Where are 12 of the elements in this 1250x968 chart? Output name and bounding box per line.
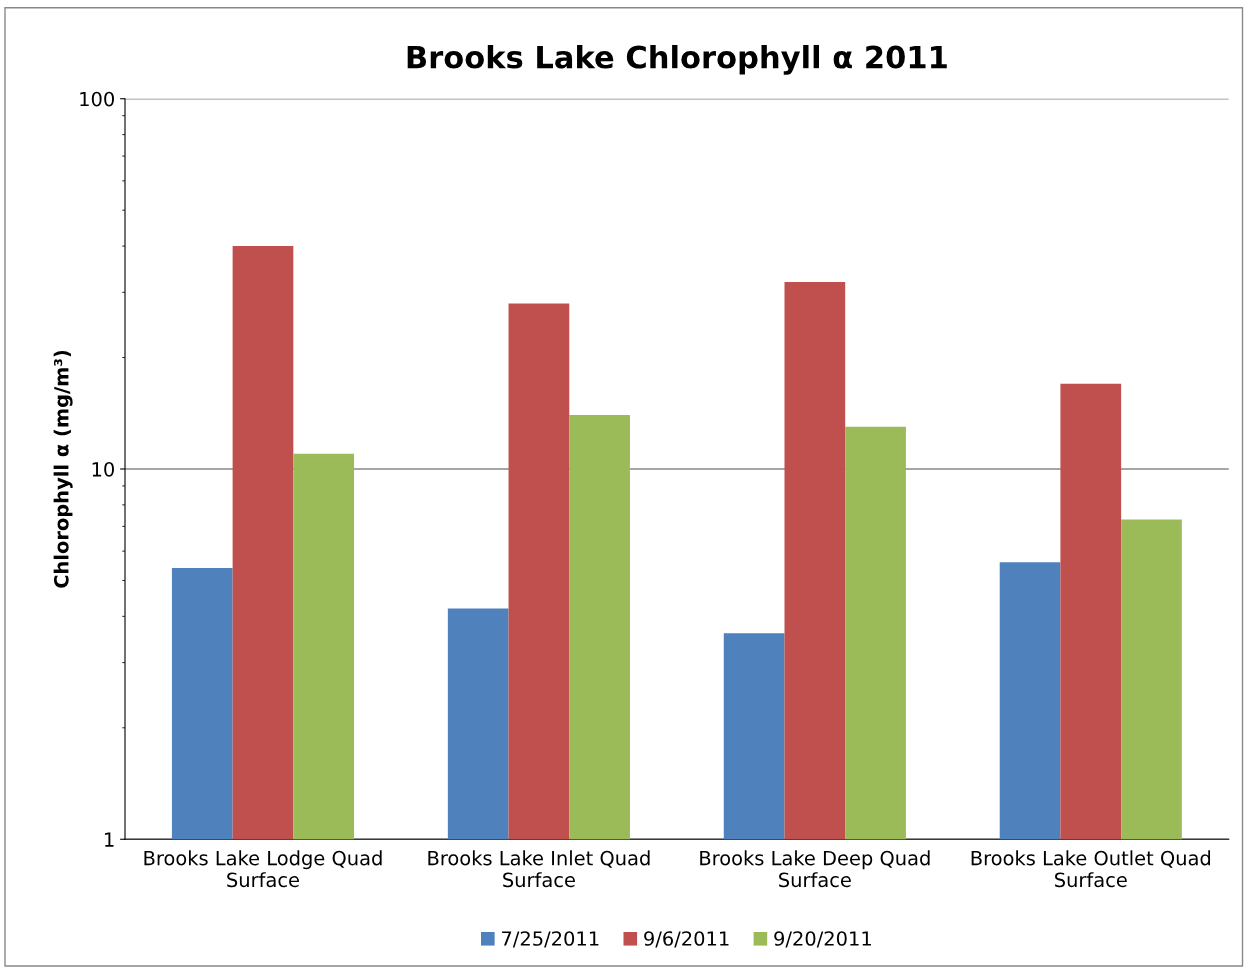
x-tick-label: Brooks Lake Lodge Quad Surface [144,850,382,888]
y-tick-label: 10 [92,461,114,477]
x-tick-label: Brooks Lake Outlet Quad Surface [971,850,1211,888]
x-tick-label: Brooks Lake Deep Quad Surface [700,850,930,888]
y-axis-title: Chlorophyll α (mg/m³) [53,350,73,588]
y-tick-label: 1 [105,832,114,847]
chart-title: Brooks Lake Chlorophyll α 2011 [407,44,947,75]
x-tick-label: Brooks Lake Inlet Quad Surface [428,850,650,888]
legend-label: 7/25/2011 [502,931,599,948]
y-tick-label: 100 [80,91,114,107]
legend-label: 9/6/2011 [644,931,729,948]
legend-label: 9/20/2011 [774,931,871,948]
